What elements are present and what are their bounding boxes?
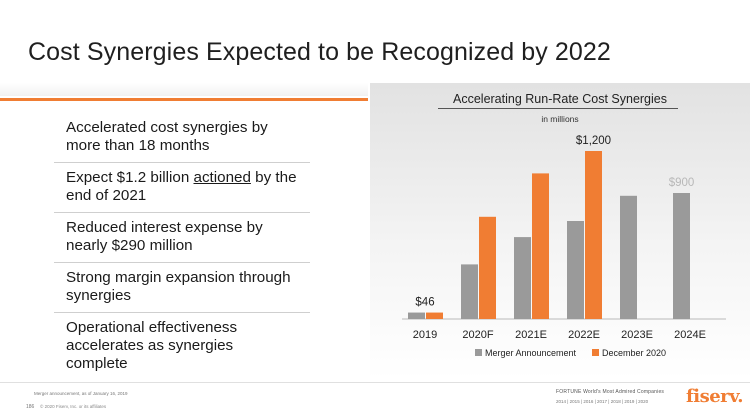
x-tick-label: 2020F <box>462 329 493 341</box>
chart-subtitle: in millions <box>541 114 579 124</box>
bullet-text: Accelerated cost synergies by more than … <box>66 119 268 154</box>
bar-2022E-merger <box>567 221 584 319</box>
chart-title: Accelerating Run-Rate Cost Synergies <box>453 92 667 106</box>
footnote: Merger announcement, as of January 16, 2… <box>34 391 128 396</box>
bar-2020F-december <box>479 216 496 319</box>
bar-2022E-december <box>585 151 602 319</box>
legend-swatch-merger <box>475 349 482 356</box>
bullet-text: Operational effectiveness accelerates as… <box>66 319 238 372</box>
bar-2021E-merger <box>514 237 531 319</box>
accent-rule <box>0 98 368 101</box>
x-tick-label: 2022E <box>568 329 600 341</box>
slide-title: Cost Synergies Expected to be Recognized… <box>28 38 611 66</box>
bar-2023E-merger <box>620 195 637 319</box>
data-label: $46 <box>415 297 434 309</box>
bullet-list: Accelerated cost synergies by more than … <box>54 113 310 380</box>
x-tick-label: 2021E <box>515 329 547 341</box>
bullet-item: Accelerated cost synergies by more than … <box>54 113 310 163</box>
bar-2024E-merger <box>673 193 690 319</box>
copyright: © 2020 Fiserv, Inc. or its affiliates <box>40 404 107 409</box>
bullet-item: Reduced interest expense by nearly $290 … <box>54 213 310 263</box>
bar-2021E-december <box>532 173 549 319</box>
x-tick-label: 2024E <box>674 329 706 341</box>
x-tick-label: 2019 <box>413 329 437 341</box>
fiserv-logo: fiserv. <box>686 386 744 407</box>
data-label: $1,200 <box>576 135 611 147</box>
page-number: 186 <box>26 404 35 410</box>
title-band <box>0 83 368 96</box>
bar-2020F-merger <box>461 264 478 319</box>
fortune-years: 2014 | 2015 | 2016 | 2017 | 2018 | 2019 … <box>556 399 649 404</box>
bullet-item: Strong margin expansion through synergie… <box>54 263 310 313</box>
bar-chart: 2019 2020F 2021E 2022E 2023E 2024E $46 $1,200 $9… <box>402 135 726 358</box>
bullet-text: Reduced interest expense by nearly $290 … <box>66 219 263 254</box>
bullet-underlined-text: actioned <box>193 169 251 186</box>
bar-2019-december <box>426 312 443 319</box>
bullet-text: Strong margin expansion through synergie… <box>66 269 291 304</box>
data-label: $900 <box>669 177 695 189</box>
bullet-text: Expect $1.2 billion <box>66 169 194 186</box>
bar-2019-merger <box>408 312 425 319</box>
legend-label-merger: Merger Announcement <box>485 348 577 358</box>
footer-divider <box>0 382 750 383</box>
bullet-text-end: by the end of 2021 <box>66 169 297 204</box>
legend-swatch-december <box>592 349 599 356</box>
bullet-item: Operational effectiveness accelerates as… <box>54 313 310 380</box>
bullet-item: Expect $1.2 billion actioned by the end … <box>54 163 310 213</box>
legend-label-december: December 2020 <box>602 348 666 358</box>
x-tick-label: 2023E <box>621 329 653 341</box>
chart-title-underline <box>438 108 678 109</box>
fortune-badge: FORTUNE World's Most Admired Companies <box>556 389 665 395</box>
